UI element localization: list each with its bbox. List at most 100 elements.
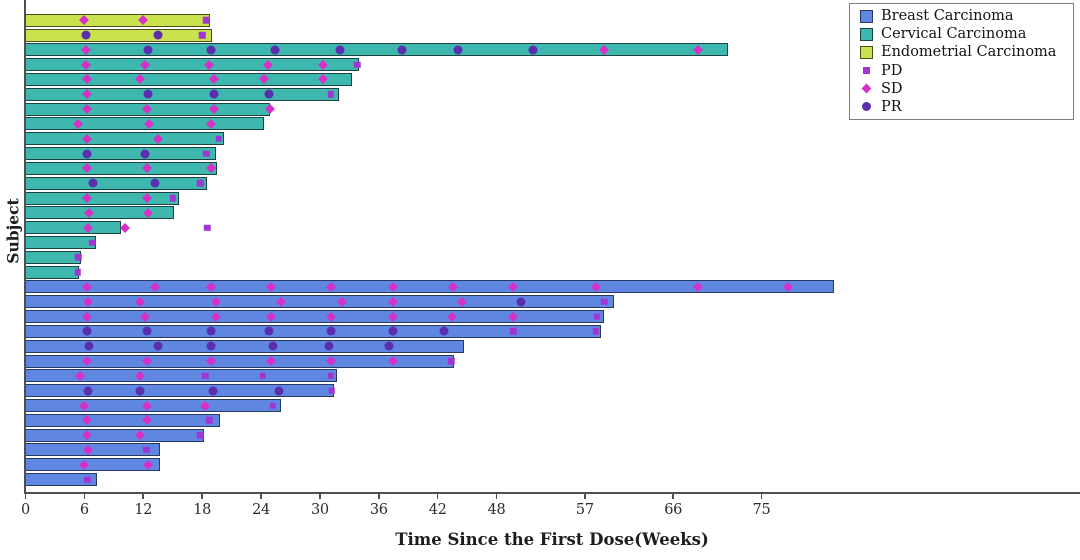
response-marker-pd [202,150,210,157]
response-marker-pd [203,224,211,231]
x-tick-label: 57 [575,502,594,518]
response-marker-pr [142,326,152,336]
swimmer-bar [24,280,835,294]
x-tick [672,493,674,499]
x-tick-label: 66 [664,502,683,518]
response-marker-pr [274,386,284,396]
legend: Breast Carcinoma Cervical Carcinoma Endo… [849,3,1074,120]
swimmer-bar [24,384,334,398]
response-marker-pr [335,45,345,55]
x-tick-label: 12 [134,502,153,518]
x-tick [584,493,586,499]
swimmer-bar [24,191,179,205]
response-marker-pr [268,341,278,351]
legend-item-breast: Breast Carcinoma [858,8,1065,25]
x-tick-label: 18 [193,502,212,518]
response-marker-pd [353,61,361,68]
y-axis-spine [24,0,26,493]
response-marker-pd [84,476,91,483]
plot-area [24,13,835,487]
response-marker-pr [84,341,94,351]
swimmer-bar [24,176,208,190]
response-marker-pr [264,326,274,336]
response-marker-pr [206,341,216,351]
response-marker-pd [196,179,204,187]
x-tick [760,493,763,499]
response-marker-pd [593,313,600,320]
x-tick-label: 24 [252,502,270,518]
response-marker-pd [198,31,206,39]
response-marker-pr [82,149,92,159]
x-tick-label: 6 [79,502,89,518]
response-marker-pr [388,326,398,336]
response-marker-pr [206,45,216,55]
response-marker-pd [88,239,96,246]
response-marker-pr [209,89,219,99]
x-tick [201,493,203,499]
swimmer-bar [24,58,360,72]
legend-label: Breast Carcinoma [881,8,1014,25]
response-marker-pr [143,45,153,55]
response-marker-pd [259,372,267,380]
swimmer-bar [24,236,97,249]
response-marker-pr [516,297,526,307]
legend-swatch-endometrial [858,44,874,60]
response-marker-pd [75,254,82,261]
sd-marker-icon [858,81,874,97]
response-marker-pr [208,386,218,396]
x-tick [142,493,145,499]
swimmer-bar [24,161,217,175]
pd-marker-icon [858,63,874,79]
response-marker-pd [215,135,223,142]
x-tick [319,493,321,499]
x-axis-line [24,491,1080,494]
x-tick-label: 36 [369,502,388,518]
swimmer-bar [24,147,216,161]
swimmer-bar [24,250,82,264]
y-axis-title: Subject [3,198,23,264]
response-marker-pd [201,372,209,380]
response-marker-pd [509,328,517,335]
response-marker-pr [453,45,463,55]
x-axis-title: Time Since the First Dose(Weeks) [395,530,709,549]
response-marker-pd [202,16,210,24]
response-marker-pr [528,45,538,55]
response-marker-pd [269,402,277,409]
swimmer-bar [24,28,212,42]
response-marker-pr [397,45,407,55]
legend-item-sd: SD [858,80,1065,97]
response-marker-pd [196,431,204,439]
legend-item-pr: PR [858,98,1065,115]
response-marker-pr [206,326,216,336]
response-marker-pd [142,446,150,454]
response-marker-pr [264,89,274,99]
swimmer-bar [24,413,220,427]
legend-label: PD [881,62,903,79]
x-tick-label: 0 [21,502,30,518]
legend-label: Endometrial Carcinoma [881,44,1057,61]
response-marker-pr [324,341,334,351]
response-marker-pd [205,417,213,424]
legend-label: Cervical Carcinoma [881,26,1027,43]
swimmer-bar [24,43,729,57]
legend-label: PR [881,98,902,115]
x-tick-label: 30 [310,502,329,518]
response-marker-pd [448,357,455,365]
response-marker-pd [169,194,176,202]
response-marker-pr [135,386,145,396]
legend-swatch-cervical [858,26,874,42]
response-marker-pr [140,149,150,159]
legend-swatch-breast [858,8,874,24]
legend-item-endometrial: Endometrial Carcinoma [858,44,1065,61]
swimmer-bar [24,221,121,235]
swimmer-bar [24,458,160,472]
swimmer-bar [24,87,339,101]
response-marker-sd [119,222,130,233]
x-tick [495,493,498,499]
x-tick [260,493,262,499]
response-marker-pr [82,326,92,336]
response-marker-pd [592,328,599,335]
x-tick-label: 75 [752,502,771,518]
response-marker-pr [153,30,163,40]
